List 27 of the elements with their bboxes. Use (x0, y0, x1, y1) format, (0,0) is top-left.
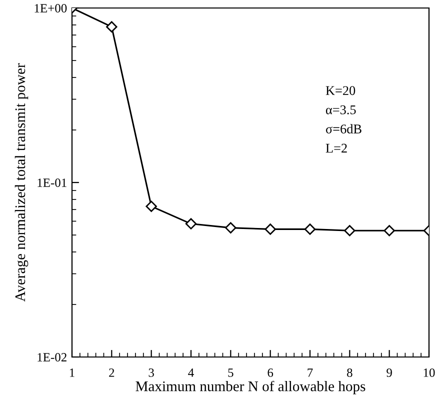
point (344, 225, 356, 236)
point (304, 224, 316, 235)
point (264, 224, 276, 235)
y-tick-label: 1E-02 (38, 353, 66, 362)
x-tick-label: 8 (347, 368, 352, 377)
x-tick-label: 2 (109, 368, 114, 377)
annotation: σ=6dB (326, 124, 362, 134)
x-tick-label: 5 (228, 368, 234, 377)
annotation: L=2 (326, 144, 347, 153)
point (185, 218, 197, 230)
annotation: α=3.5 (326, 105, 356, 114)
x-tick-label: 1 (70, 368, 74, 377)
x-tick-label: 10 (424, 368, 435, 377)
x-tick-label: 7 (308, 368, 313, 377)
x-tick-label: 3 (148, 368, 154, 377)
point (106, 21, 118, 32)
x-tick-label: 4 (188, 368, 194, 377)
point (225, 222, 236, 234)
y-axis-title: Average normalized total transmit power (14, 63, 28, 302)
y-tick-label: 1E+00 (34, 4, 67, 12)
y-tick-label: 1E-01 (38, 178, 66, 187)
annotation: K=20 (326, 86, 356, 96)
x-tick-label: 6 (268, 368, 274, 377)
x-tick-label: 9 (386, 368, 392, 377)
point (384, 225, 395, 236)
point (146, 200, 157, 212)
x-axis-title: Maximum number N of allowable hops (136, 380, 366, 394)
